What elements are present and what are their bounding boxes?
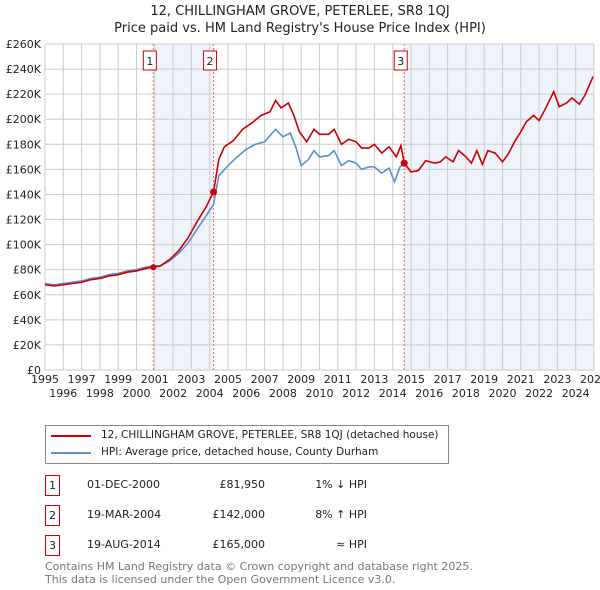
x-tick-label: 1995 — [31, 373, 59, 386]
x-tick-label: 2005 — [214, 373, 242, 386]
price-chart: 1995199619971998199920002001200220032004… — [6, 38, 600, 400]
x-tick-label: 2002 — [159, 387, 187, 400]
y-tick-label: £140K — [6, 188, 42, 201]
x-tick-label: 2020 — [489, 387, 517, 400]
x-tick-label: 2024 — [562, 387, 590, 400]
shaded-region — [153, 44, 214, 370]
chart-title-address: 12, CHILLINGHAM GROVE, PETERLEE, SR8 1QJ — [150, 4, 450, 19]
legend-swatch-blue — [51, 452, 91, 454]
x-tick-label: 2008 — [269, 387, 297, 400]
transaction-price: £142,000 — [212, 508, 266, 521]
shaded-region — [404, 44, 594, 370]
x-tick-label: 2022 — [525, 387, 553, 400]
x-tick-label: 2023 — [543, 373, 571, 386]
transaction-hpi-diff: 1% ↓ HPI — [315, 478, 367, 491]
legend-swatch-red — [51, 435, 91, 437]
x-tick-label: 2011 — [324, 373, 352, 386]
x-tick-label: 2019 — [470, 373, 498, 386]
transaction-number-badge: 3 — [45, 535, 60, 556]
sale-label-number: 3 — [397, 55, 404, 68]
x-tick-label: 2025 — [580, 373, 600, 386]
x-tick-label: 2012 — [342, 387, 370, 400]
y-tick-label: £60K — [13, 289, 42, 302]
sale-point — [400, 159, 408, 167]
transaction-row: 2 19-MAR-2004 £142,000 8% ↑ HPI — [45, 505, 465, 526]
sale-point — [210, 188, 218, 196]
x-tick-label: 2017 — [434, 373, 462, 386]
x-tick-label: 2003 — [177, 373, 205, 386]
y-tick-label: £260K — [6, 38, 42, 51]
y-tick-label: £40K — [13, 314, 42, 327]
sale-point — [150, 264, 157, 271]
footer: Contains HM Land Registry data © Crown c… — [45, 560, 473, 586]
y-tick-label: £180K — [6, 138, 42, 151]
y-tick-label: £240K — [6, 63, 42, 76]
y-tick-label: £20K — [13, 339, 42, 352]
y-tick-label: £160K — [6, 163, 42, 176]
x-tick-label: 1998 — [86, 387, 114, 400]
legend-label: 12, CHILLINGHAM GROVE, PETERLEE, SR8 1QJ… — [101, 429, 439, 441]
transaction-number-badge: 2 — [45, 505, 60, 526]
x-tick-label: 2016 — [415, 387, 443, 400]
y-tick-label: £0 — [27, 364, 41, 377]
x-tick-label: 1999 — [104, 373, 132, 386]
legend: 12, CHILLINGHAM GROVE, PETERLEE, SR8 1QJ… — [45, 425, 449, 464]
x-tick-label: 2006 — [232, 387, 260, 400]
hpi-line — [44, 128, 412, 286]
legend-label: HPI: Average price, detached house, Coun… — [101, 446, 379, 458]
x-tick-label: 2013 — [360, 373, 388, 386]
y-tick-label: £80K — [13, 264, 42, 277]
property-price-line — [44, 76, 594, 287]
transaction-date: 19-AUG-2014 — [87, 538, 161, 551]
sale-label-box — [142, 50, 157, 71]
y-tick-label: £100K — [6, 239, 42, 252]
transaction-row: 1 01-DEC-2000 £81,950 1% ↓ HPI — [45, 475, 465, 496]
transaction-number-badge: 1 — [45, 475, 60, 496]
transaction-hpi-diff: ≈ HPI — [336, 538, 367, 551]
y-tick-label: £200K — [6, 113, 42, 126]
transaction-date: 19-MAR-2004 — [87, 508, 162, 521]
transaction-price: £81,950 — [219, 478, 266, 491]
sale-label-number: 2 — [207, 55, 214, 68]
x-tick-label: 2021 — [507, 373, 535, 386]
x-tick-label: 2015 — [397, 373, 425, 386]
x-tick-label: 1997 — [68, 373, 96, 386]
sale-label-number: 1 — [146, 55, 153, 68]
x-tick-label: 2018 — [452, 387, 480, 400]
x-tick-label: 2007 — [251, 373, 279, 386]
y-tick-label: £120K — [6, 214, 42, 227]
transaction-date: 01-DEC-2000 — [87, 478, 161, 491]
x-tick-label: 2009 — [287, 373, 315, 386]
footer-copyright: Contains HM Land Registry data © Crown c… — [45, 560, 473, 573]
x-tick-label: 2010 — [306, 387, 334, 400]
footer-licence: This data is licensed under the Open Gov… — [45, 573, 396, 586]
x-tick-label: 1996 — [49, 387, 77, 400]
x-tick-label: 2001 — [141, 373, 169, 386]
x-tick-label: 2004 — [196, 387, 224, 400]
y-tick-label: £220K — [6, 88, 42, 101]
transaction-price: £165,000 — [212, 538, 266, 551]
sale-label-box — [393, 50, 408, 71]
sale-label-box — [203, 50, 218, 71]
x-tick-label: 2014 — [379, 387, 407, 400]
x-tick-label: 2000 — [123, 387, 151, 400]
chart-subtitle: Price paid vs. HM Land Registry's House … — [114, 21, 486, 36]
transaction-row: 3 19-AUG-2014 £165,000 ≈ HPI — [45, 535, 465, 556]
transaction-hpi-diff: 8% ↑ HPI — [315, 508, 367, 521]
